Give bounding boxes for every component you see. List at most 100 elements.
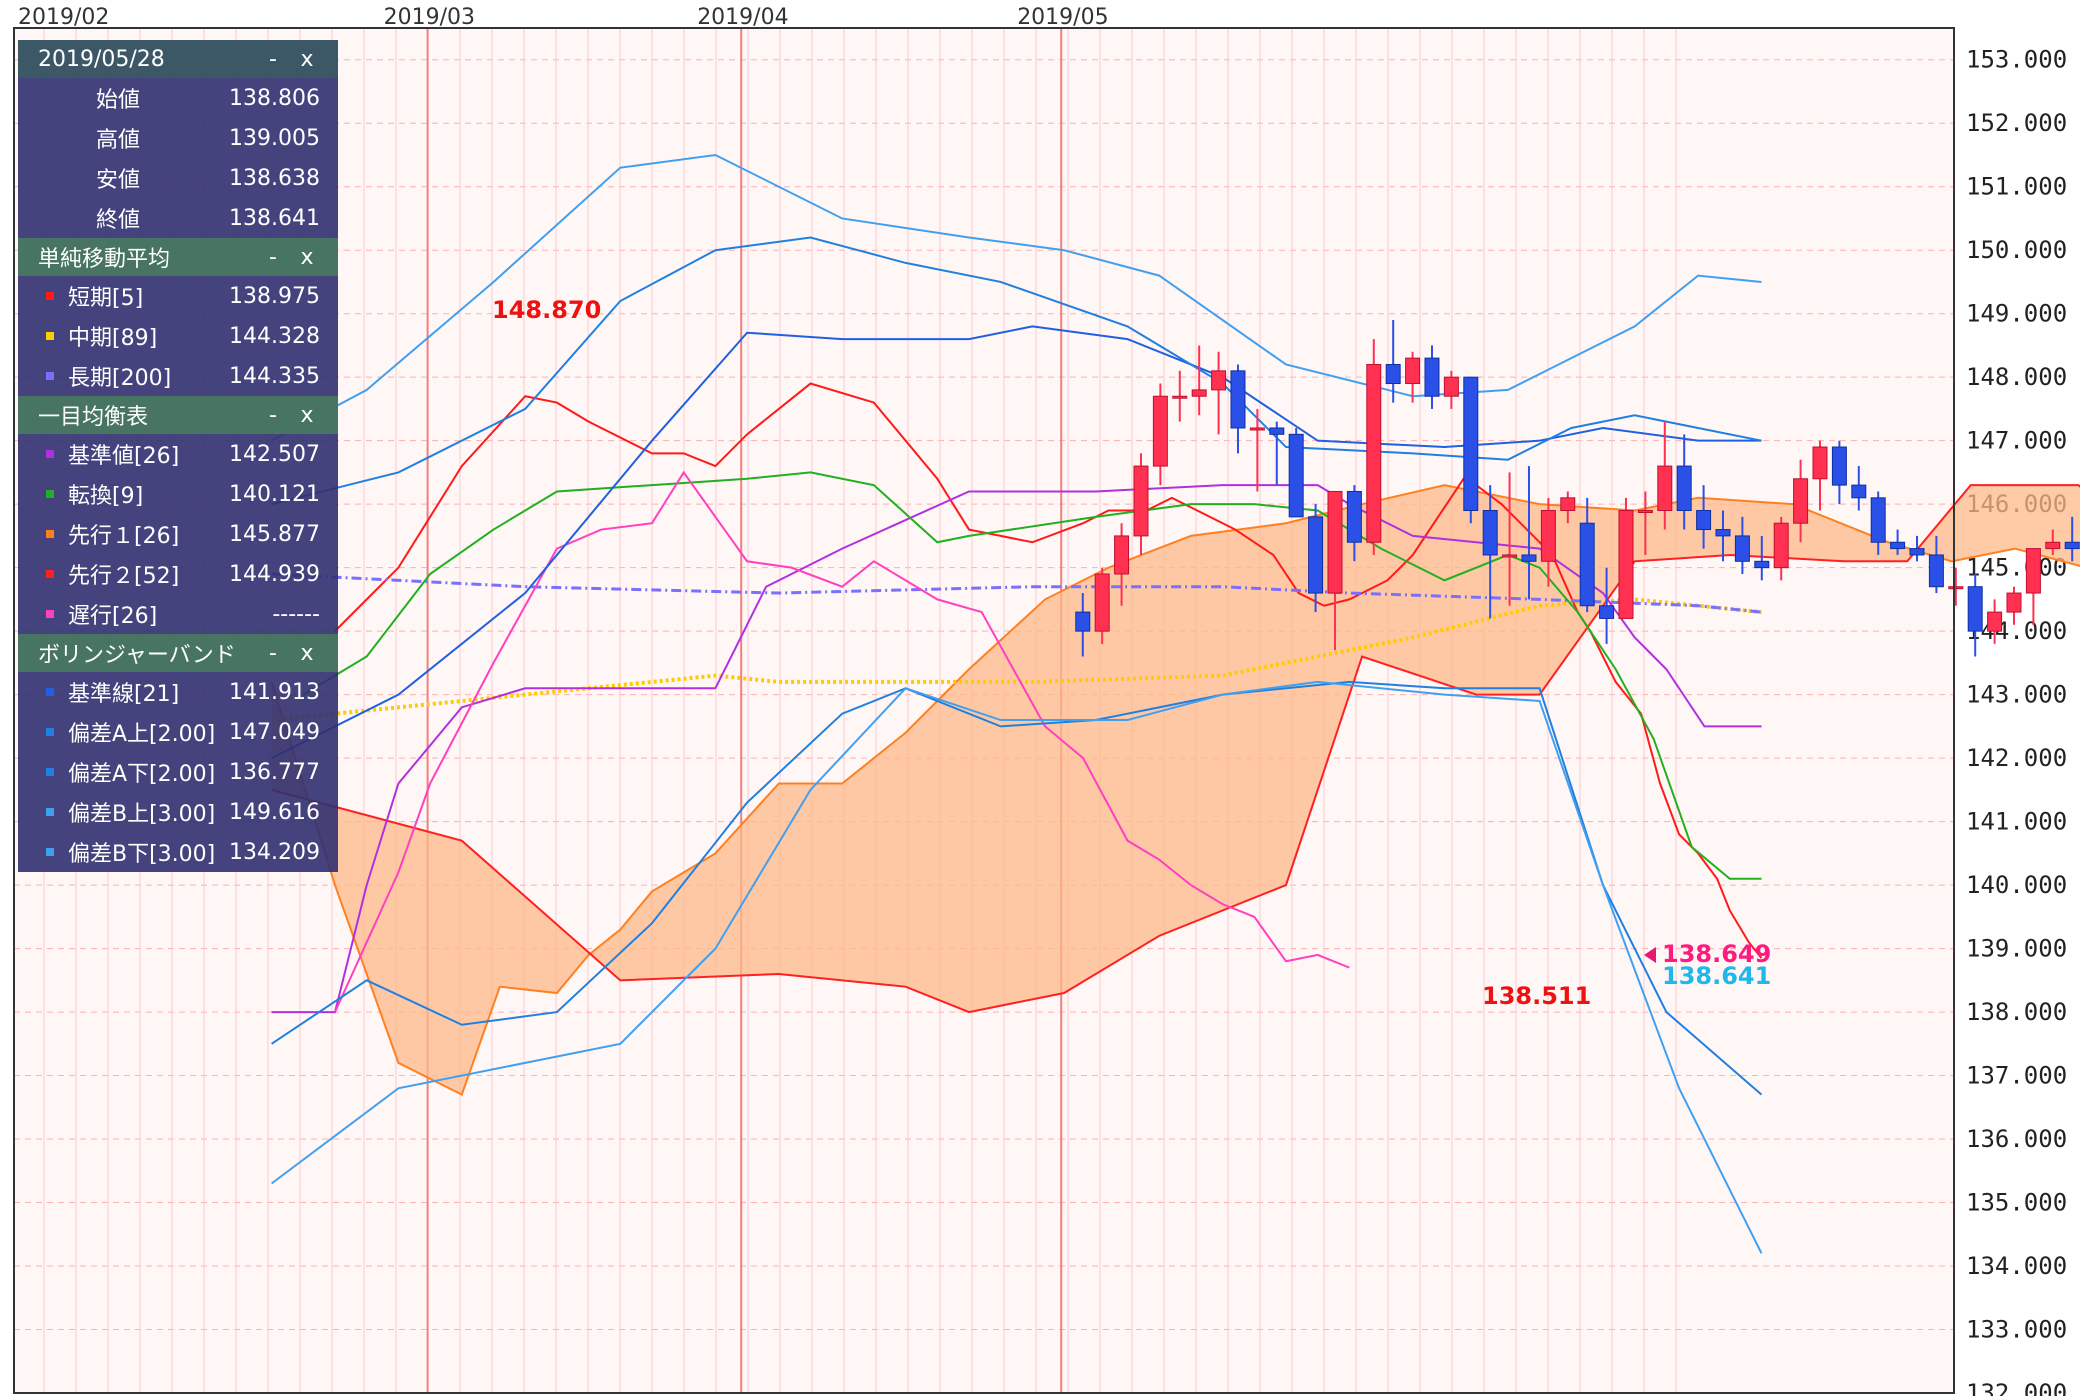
price-tick-label: 138.000 <box>1966 998 2067 1026</box>
candle-body <box>1715 529 1731 537</box>
series-label: 短期[5] <box>68 286 144 311</box>
bollinger-section-header: ボリンジャーバンド - x <box>18 634 338 672</box>
series-value: 144.335 <box>229 363 320 389</box>
candle-body <box>2045 541 2061 550</box>
legend-date-header: 2019/05/28 - x <box>18 40 338 78</box>
series-color-marker <box>46 332 54 340</box>
minimize-button[interactable]: - <box>269 402 277 428</box>
candle-body <box>1385 363 1401 385</box>
ohlc-label: 安値 <box>96 168 141 193</box>
candle-body <box>1870 497 1886 543</box>
candle-body <box>1269 427 1285 435</box>
bollinger-section-title: ボリンジャーバンド <box>38 643 236 668</box>
ichimoku-row: 基準値[26] 142.507 <box>18 434 338 474</box>
candle-body <box>1540 510 1556 562</box>
series-line <box>271 680 1763 1096</box>
candle-body <box>1521 554 1537 562</box>
series-label: 基準値[26] <box>68 444 180 469</box>
series-line <box>271 572 1762 614</box>
ohlc-row-open: 始値 138.806 <box>18 78 338 118</box>
series-label: 偏差A下[2.00] <box>68 762 216 787</box>
series-color-marker <box>46 292 54 300</box>
candle-body <box>1657 465 1673 512</box>
series-value: 147.049 <box>229 719 320 745</box>
plot-border <box>13 27 1955 1394</box>
close-button[interactable]: x <box>300 46 314 72</box>
price-tick-label: 151.000 <box>1966 173 2067 201</box>
candle-body <box>1424 357 1440 397</box>
price-tick-label: 147.000 <box>1966 427 2067 455</box>
low-price-marker: 138.511 <box>1482 982 1591 1010</box>
ichimoku-row: 先行２[52] 144.939 <box>18 554 338 594</box>
candle-body <box>1172 395 1188 399</box>
candle-body <box>1676 465 1692 512</box>
candle-body <box>1443 376 1459 397</box>
series-value: ------ <box>272 601 320 627</box>
candle-body <box>1211 370 1227 391</box>
price-tick-label: 150.000 <box>1966 236 2067 264</box>
series-line <box>271 153 1762 442</box>
ichimoku-section-header: 一目均衡表 - x <box>18 396 338 434</box>
candle-body <box>1346 490 1362 543</box>
candles[interactable] <box>1075 320 2080 980</box>
minimize-button[interactable]: - <box>269 244 277 270</box>
candle-body <box>1793 478 1809 524</box>
series-line <box>334 382 1763 959</box>
price-tick-label: 142.000 <box>1966 744 2067 772</box>
series-color-marker <box>46 490 54 498</box>
minimize-button[interactable]: - <box>269 640 277 666</box>
series-color-marker <box>46 372 54 380</box>
ichimoku-row: 先行１[26] 145.877 <box>18 514 338 554</box>
last-price-label-a: 138.649 <box>1662 940 1771 968</box>
legend-date: 2019/05/28 <box>38 46 165 72</box>
series-value: 136.777 <box>229 759 320 785</box>
ichimoku-row: 転換[9] 140.121 <box>18 474 338 514</box>
candle-body <box>1560 497 1576 512</box>
series-color-marker <box>46 808 54 816</box>
candle-body <box>1075 611 1091 632</box>
price-tick-label: 133.000 <box>1966 1316 2067 1344</box>
candle-body <box>1502 554 1518 558</box>
bollinger-row: 偏差B下[3.00] 134.209 <box>18 832 338 872</box>
sma-section-title: 単純移動平均 <box>38 247 171 272</box>
candle-body <box>1967 586 1983 632</box>
candle-body <box>2006 592 2022 613</box>
candle-body <box>1191 389 1207 397</box>
candle-body <box>1366 363 1382 543</box>
price-tick-label: 140.000 <box>1966 871 2067 899</box>
last-price-label-b: 138.641 <box>1662 962 1771 990</box>
candle-body <box>1288 433 1304 518</box>
price-tick-label: 139.000 <box>1966 935 2067 963</box>
bollinger-row: 基準線[21] 141.913 <box>18 672 338 712</box>
price-tick-label: 141.000 <box>1966 808 2067 836</box>
close-button[interactable]: x <box>300 640 314 666</box>
price-tick-label: 136.000 <box>1966 1125 2067 1153</box>
series-value: 144.328 <box>229 323 320 349</box>
candle-body <box>1812 446 1828 480</box>
series-value: 149.616 <box>229 799 320 825</box>
series-label: 転換[9] <box>68 484 144 509</box>
sma-row: 短期[5] 138.975 <box>18 276 338 316</box>
candle-body <box>1152 395 1168 467</box>
candle-body <box>1230 370 1246 429</box>
ohlc-row-close: 終値 138.641 <box>18 198 338 238</box>
candle-body <box>1327 490 1343 594</box>
price-tick-label: 148.000 <box>1966 363 2067 391</box>
candle-body <box>1696 510 1712 531</box>
indicator-lines <box>270 153 1763 1254</box>
minimize-button[interactable]: - <box>269 46 277 72</box>
cloud-fill <box>271 485 2080 1095</box>
ohlc-value: 138.638 <box>229 165 320 191</box>
series-line <box>271 236 1762 506</box>
ichimoku-cloud <box>270 484 2080 1097</box>
legend-panel[interactable]: 2019/05/28 - x 始値 138.806 高値 139.005 安値 … <box>18 40 338 872</box>
ohlc-value: 138.641 <box>229 205 320 231</box>
series-value: 138.975 <box>229 283 320 309</box>
close-button[interactable]: x <box>300 244 314 270</box>
close-button[interactable]: x <box>300 402 314 428</box>
bollinger-row: 偏差B上[3.00] 149.616 <box>18 792 338 832</box>
ichimoku-row: 遅行[26] ------ <box>18 594 338 634</box>
